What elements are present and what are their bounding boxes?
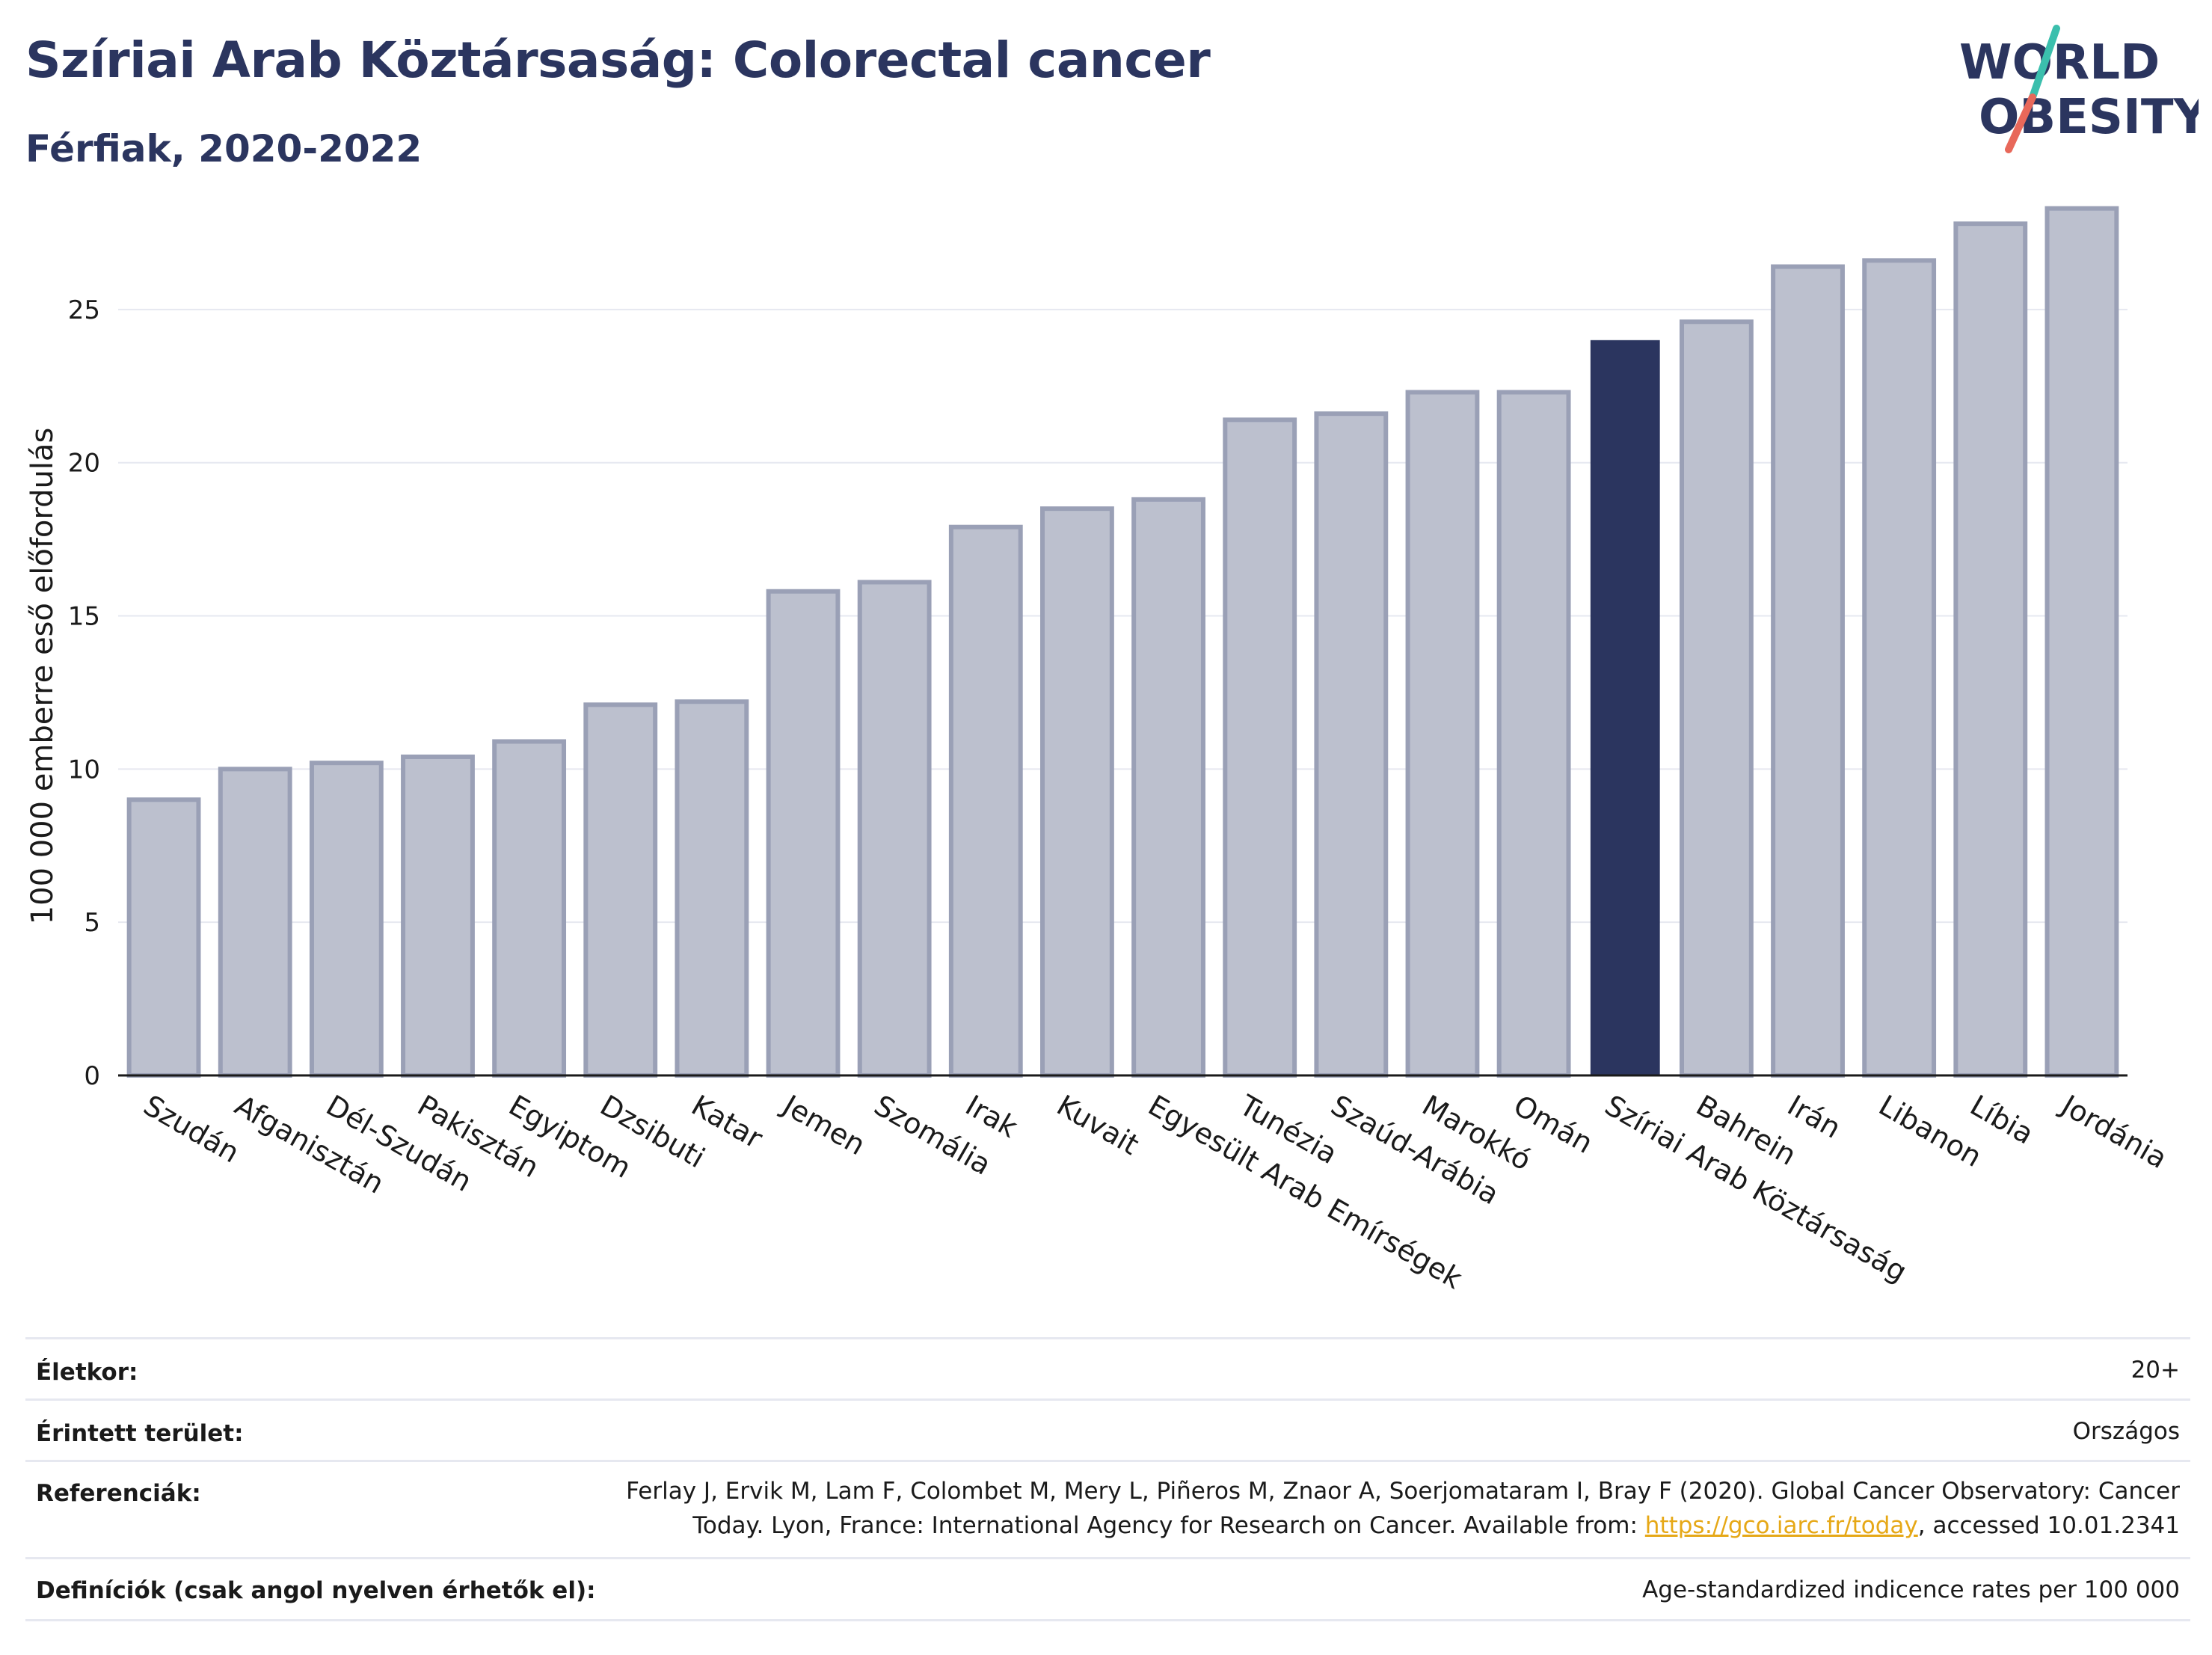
bar — [1771, 264, 1845, 1078]
definitions-label: Definíciók (csak angol nyelven érhetők e… — [36, 1577, 596, 1604]
y-tick-label: 10 — [68, 755, 100, 784]
bar — [583, 702, 658, 1078]
x-tick-label: Jemen — [776, 1088, 871, 1162]
bar — [1679, 319, 1754, 1078]
references-line1: Ferlay J, Ervik M, Lam F, Colombet M, Me… — [626, 1478, 2180, 1505]
logo-slash-top — [2029, 25, 2060, 101]
definitions-value: Age-standardized indicence rates per 100… — [1642, 1576, 2180, 1603]
x-tick-label: Libanon — [1873, 1089, 1987, 1173]
bar — [309, 761, 384, 1078]
references-line2: Today. Lyon, France: International Agenc… — [626, 1508, 2180, 1543]
bar — [492, 739, 567, 1078]
bar — [1040, 506, 1114, 1078]
bar — [1223, 417, 1297, 1078]
bar — [1131, 497, 1205, 1078]
world-obesity-logo: WORLD OBESITY — [1959, 25, 2199, 153]
x-tick-label: Irak — [960, 1089, 1023, 1144]
bar — [126, 797, 201, 1078]
bar — [766, 589, 841, 1078]
bar — [1496, 390, 1571, 1078]
age-label: Életkor: — [36, 1359, 138, 1386]
footer-row-area: Érintett terület: Országos — [25, 1398, 2190, 1461]
bar — [675, 699, 749, 1078]
chart-subtitle: Férfiak, 2020-2022 — [25, 127, 423, 171]
bar — [1590, 340, 1660, 1075]
bar — [857, 580, 932, 1078]
bar — [948, 524, 1023, 1078]
age-value: 20+ — [2130, 1357, 2180, 1384]
logo-line1: WORLD — [1959, 35, 2160, 90]
y-axis-title: 100 000 emberre eső előfordulás — [25, 428, 60, 925]
y-tick-label: 15 — [68, 602, 100, 632]
bar — [218, 767, 292, 1078]
references-value: Ferlay J, Ervik M, Lam F, Colombet M, Me… — [626, 1474, 2180, 1543]
footer-row-definitions: Definíciók (csak angol nyelven érhetők e… — [25, 1557, 2190, 1621]
chart-title: Szíriai Arab Köztársaság: Colorectal can… — [25, 31, 1211, 89]
references-link[interactable]: https://gco.iarc.fr/today — [1644, 1512, 1918, 1539]
y-tick-label: 0 — [84, 1061, 100, 1091]
area-label: Érintett terület: — [36, 1420, 244, 1447]
y-tick-label: 5 — [84, 908, 100, 938]
references-line2-prefix: Today. Lyon, France: International Agenc… — [692, 1512, 1645, 1539]
bar — [1953, 221, 2028, 1078]
y-tick-label: 20 — [68, 449, 100, 479]
footer-row-references: Referenciák: Ferlay J, Ervik M, Lam F, C… — [25, 1460, 2190, 1558]
x-tick-label: Irán — [1782, 1089, 1846, 1145]
references-line2-suffix: , accessed 10.01.2341 — [1917, 1512, 2180, 1539]
references-label: Referenciák: — [36, 1480, 201, 1507]
bar — [1314, 411, 1389, 1078]
x-tick-label: Kuvait — [1051, 1089, 1144, 1161]
bar — [401, 754, 475, 1078]
area-value: Országos — [2072, 1418, 2180, 1445]
bar-chart: 0510152025SzudánAfganisztánDél-SzudánPak… — [25, 206, 2173, 1295]
y-tick-label: 25 — [68, 295, 100, 325]
logo-slash-bottom — [2005, 93, 2036, 153]
bar — [1862, 258, 1937, 1078]
footer-row-age: Életkor: 20+ — [25, 1337, 2190, 1399]
x-tick-label: Szudán — [138, 1089, 245, 1170]
bar — [1405, 390, 1480, 1078]
x-tick-label: Jordánia — [2055, 1088, 2173, 1175]
bar — [2044, 206, 2119, 1078]
